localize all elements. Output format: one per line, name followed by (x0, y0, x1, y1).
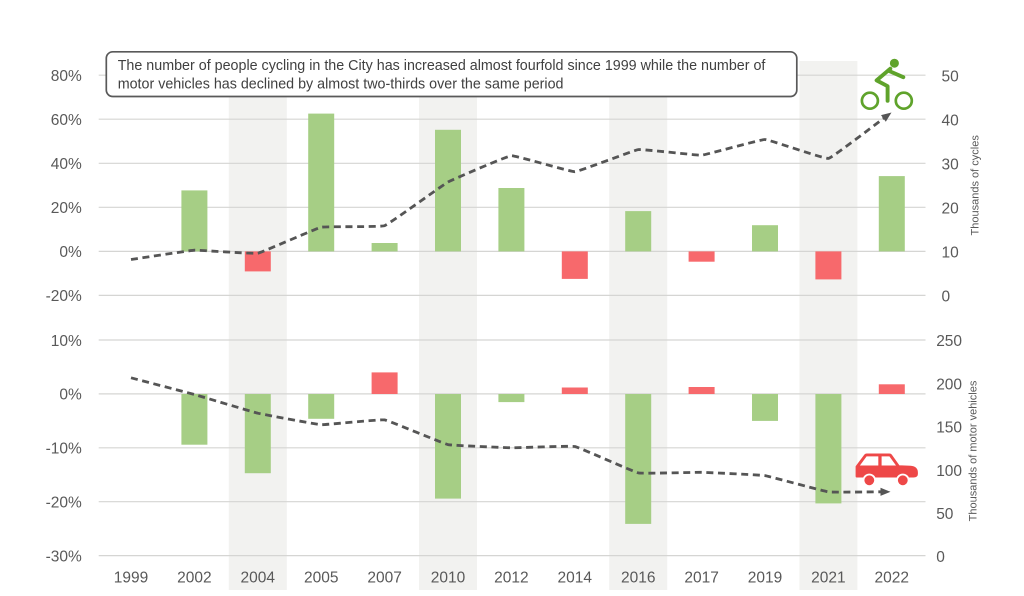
svg-text:Thousands of cycles: Thousands of cycles (970, 135, 982, 236)
svg-text:2007: 2007 (367, 569, 401, 586)
svg-text:200: 200 (936, 376, 962, 393)
svg-text:250: 250 (936, 333, 962, 350)
svg-text:2016: 2016 (621, 569, 655, 586)
svg-text:2014: 2014 (558, 569, 593, 586)
svg-text:2004: 2004 (241, 569, 276, 586)
svg-text:0: 0 (942, 289, 951, 306)
svg-text:10%: 10% (51, 333, 82, 350)
svg-text:2005: 2005 (304, 569, 338, 586)
svg-text:80%: 80% (51, 68, 82, 85)
svg-text:40: 40 (942, 112, 960, 129)
svg-text:20%: 20% (51, 200, 82, 217)
svg-text:1999: 1999 (114, 569, 148, 586)
svg-text:150: 150 (936, 420, 962, 437)
svg-text:The number of people cycling i: The number of people cycling in the City… (118, 58, 766, 74)
svg-text:2021: 2021 (811, 569, 845, 586)
svg-text:2010: 2010 (431, 569, 466, 586)
svg-text:2019: 2019 (748, 569, 782, 586)
svg-text:-30%: -30% (46, 548, 82, 565)
svg-text:100: 100 (936, 463, 962, 480)
svg-text:50: 50 (936, 506, 954, 523)
svg-text:20: 20 (942, 201, 960, 218)
svg-text:-20%: -20% (46, 288, 82, 305)
svg-text:30: 30 (942, 157, 960, 174)
svg-text:-10%: -10% (46, 441, 82, 458)
svg-text:-20%: -20% (46, 495, 82, 512)
svg-text:10: 10 (942, 245, 960, 262)
svg-text:50: 50 (942, 68, 960, 85)
svg-text:2022: 2022 (875, 569, 909, 586)
svg-text:2002: 2002 (177, 569, 211, 586)
svg-text:0: 0 (936, 549, 945, 566)
svg-text:40%: 40% (51, 156, 82, 173)
svg-text:Thousands of motor vehicles: Thousands of motor vehicles (968, 380, 980, 521)
svg-text:60%: 60% (51, 112, 82, 129)
svg-text:motor vehicles has declined by: motor vehicles has declined by almost tw… (118, 77, 564, 93)
svg-text:0%: 0% (59, 387, 82, 404)
svg-text:2012: 2012 (494, 569, 528, 586)
svg-text:2017: 2017 (684, 569, 718, 586)
svg-text:0%: 0% (59, 244, 82, 261)
